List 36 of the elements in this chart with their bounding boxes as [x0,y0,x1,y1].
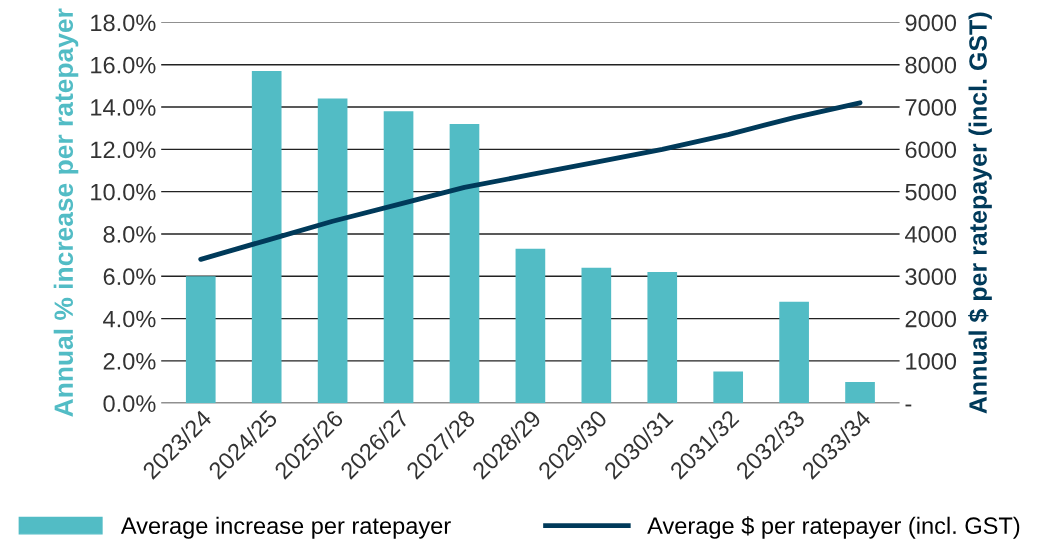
y2-tick-label: 6000 [905,141,957,159]
bar [515,248,546,404]
bar [185,276,216,404]
y-tick-label: 16.0% [91,56,156,74]
line-series [198,100,863,262]
y-tick-label: 2.0% [103,352,156,370]
y2-tick-label: 2000 [905,310,957,328]
y2-tick-label: 9000 [905,14,957,32]
y2-tick-label: 5000 [905,183,957,201]
y2-tick-label: 8000 [905,56,957,74]
y2-tick-label: 3000 [905,268,957,286]
bar [581,267,612,404]
y2-tick-label: 7000 [905,99,957,116]
legend-label: Average $ per ratepayer (incl. GST) [647,516,1020,539]
bar [647,272,678,404]
bar [449,123,480,404]
bar [383,111,414,404]
y2-tick-label: 4000 [905,226,957,243]
y-tick-label: 18.0% [91,14,156,32]
y-tick-label: 6.0% [103,268,156,286]
y-tick-label: 4.0% [103,310,156,328]
y2-tick-label: 1000 [906,352,957,370]
y-tick-label: 0.0% [103,395,156,412]
y-tick-label: 8.0% [103,226,156,243]
y2-axis-title: Annual $ per ratepayer (incl. GST) [968,12,992,414]
y-axis-title: Annual % increase per ratepayer [53,8,79,417]
y-tick-label: 14.0% [91,99,156,116]
y-tick-label: 12.0% [91,141,156,159]
legend-label: Average increase per ratepayer [120,516,451,539]
bar [845,382,875,404]
bar [713,371,744,404]
y-tick-label: 10.0% [91,183,156,201]
bar [251,71,282,404]
bar [779,301,809,404]
y2-tick-label: - [905,404,912,407]
bar [317,98,348,404]
